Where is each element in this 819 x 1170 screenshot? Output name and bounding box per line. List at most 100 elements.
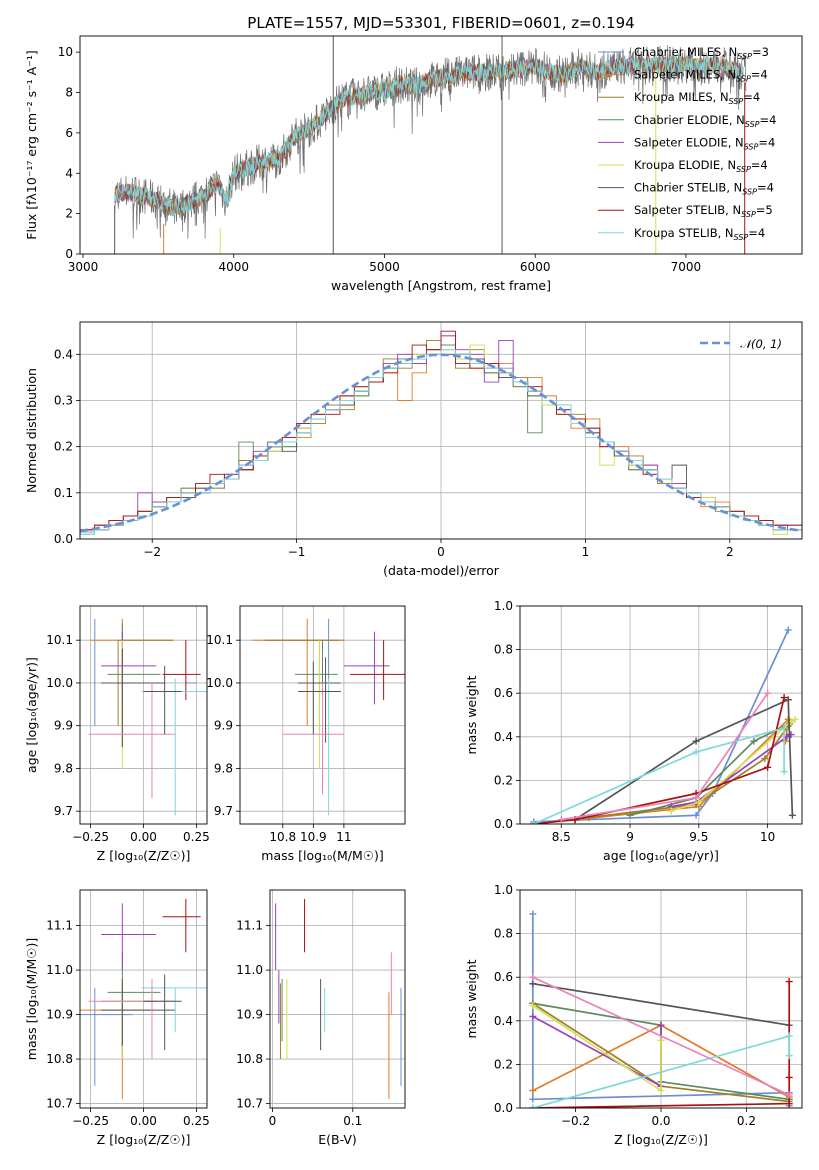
y-axis-label: mass [log₁₀(M/M☉)] [24,938,39,1060]
axes-frame [519,889,803,1109]
x-tick-label: 0 [269,1114,277,1128]
y-tick-label: 0.0 [494,1101,513,1115]
x-tick-label: 0.2 [737,1114,756,1128]
y-tick-label: 4 [65,166,73,180]
x-tick-label: 3000 [68,260,99,274]
axes-frame [239,605,406,825]
weight-marker [657,1036,665,1044]
x-tick-label: −0.25 [72,830,109,844]
x-tick-label: 0.1 [343,1114,362,1128]
axes-frame [519,605,803,825]
x-tick-label: 10.8 [269,830,296,844]
x-tick-label: 5000 [369,260,400,274]
axes-overlay: 10.8 10.9 11 9.7 9.8 9.9 10.0 10.1 mass [log₁₀(M… [206,605,406,863]
y-tick-label: 10.8 [236,1052,263,1066]
legend-label: Salpeter ELODIE, NSSP=4 [634,135,775,151]
x-tick-label: 1 [582,545,590,559]
weight-marker [785,1091,793,1099]
x-axis-label: (data-model)/error [383,563,500,578]
y-tick-label: 9.8 [54,761,73,775]
x-tick-label: 4000 [218,260,249,274]
y-tick-label: 2 [65,207,73,221]
y-tick-label: 0.2 [54,440,73,454]
y-axis-label: Normed distribution [24,368,39,493]
y-tick-label: 0 [65,247,73,261]
x-axis-label: mass [log₁₀(M/M☉)] [261,848,383,863]
weight-marker [529,1095,537,1103]
legend-label: Salpeter STELIB, NSSP=5 [634,203,773,219]
y-tick-label: 0.6 [494,686,513,700]
y-tick-label: 10.0 [46,676,73,690]
panel-age-vs-mass: 10.8 10.9 11 9.7 9.8 9.9 10.0 10.1 mass [log₁₀(M… [206,605,406,863]
weight-marker [529,980,537,988]
weight-marker [750,737,758,745]
y-tick-label: 9.7 [54,804,73,818]
y-tick-label: 1.0 [494,599,513,613]
y-tick-label: 0.4 [54,347,73,361]
y-tick-label: 9.7 [214,804,233,818]
weight-marker [780,694,788,702]
grid-lines [80,890,207,1108]
weight-marker [785,1100,793,1108]
x-tick-label: 0.00 [130,1114,157,1128]
grid-lines [520,605,802,825]
weight-line [533,629,789,823]
weight-marker [785,978,793,986]
weight-line [532,982,790,1027]
x-tick-label: 7000 [671,260,702,274]
weight-marker [764,689,772,697]
figure-title: PLATE=1557, MJD=53301, FIBERID=0601, z=0… [247,14,634,32]
plot-area [275,898,402,1100]
weight-line [629,722,790,817]
plot-area [114,36,747,254]
weight-marker [780,768,788,776]
weight-line [532,976,790,1096]
x-tick-label: 9.5 [689,830,708,844]
x-tick-label: 0.25 [183,830,210,844]
x-tick-label: 9 [626,830,634,844]
weight-marker [530,820,538,824]
axes-frame [79,605,208,825]
weight-marker [692,794,700,802]
x-tick-label: 0.00 [130,830,157,844]
y-tick-label: 11.1 [46,919,73,933]
axes-overlay: −0.25 0.00 0.25 10.7 10.8 10.9 11.0 11.1 Z [log₁… [24,889,210,1147]
axes-overlay: 3000 4000 5000 6000 7000 0 2 4 6 8 10 wavelength [A… [24,35,803,293]
legend-label: Kroupa ELODIE, NSSP=4 [634,158,768,174]
grid-lines [80,606,207,824]
panel-massweight-vs-age: 8.5 9 9.5 10 0.0 0.2 0.4 0.6 0.8 1.0 age [log₁₀(ag… [464,599,803,863]
weight-marker [529,1087,537,1095]
y-tick-label: 10 [58,45,73,59]
axes-frame [79,321,803,540]
weight-line [671,718,796,812]
legend-label: Chabrier STELIB, NSSP=4 [634,181,774,197]
panel-massweight-vs-Z: −0.2 0.0 0.2 0.0 0.2 0.4 0.6 0.8 1.0 Z [log₁₀(Z/Z… [464,883,803,1147]
weight-marker [692,811,700,819]
axes-overlay: −2 −1 0 1 2 0.0 0.1 0.2 0.3 0.4 (data-model)/error… [24,321,803,578]
y-tick-label: 10.1 [46,633,73,647]
y-tick-label: 0.4 [494,1014,513,1028]
y-tick-label: 0.3 [54,393,73,407]
x-tick-label: −0.25 [72,1114,109,1128]
x-axis-label: age [log₁₀(age/yr)] [603,848,719,863]
y-tick-label: 10.9 [46,1008,73,1022]
plot-area [80,898,207,1100]
legend-label: Salpeter MILES, NSSP=4 [634,68,768,84]
legend-label: Chabrier ELODIE, NSSP=4 [634,113,776,129]
y-tick-label: 9.8 [214,761,233,775]
y-tick-label: 6 [65,126,73,140]
weight-marker [626,811,634,819]
y-axis-label: age [log₁₀(age/yr)] [24,657,39,773]
axes-frame [269,889,406,1109]
y-tick-label: 11.0 [46,963,73,977]
model-line [114,55,744,217]
weight-marker [785,1073,793,1081]
legend-label: 𝒩(0, 1) [740,337,782,351]
x-axis-label: Z [log₁₀(Z/Z☉)] [97,1132,191,1147]
y-tick-label: 1.0 [494,883,513,897]
x-tick-label: 10 [760,830,775,844]
x-axis-label: Z [log₁₀(Z/Z☉)] [614,1132,708,1147]
x-tick-label: 8.5 [552,830,571,844]
